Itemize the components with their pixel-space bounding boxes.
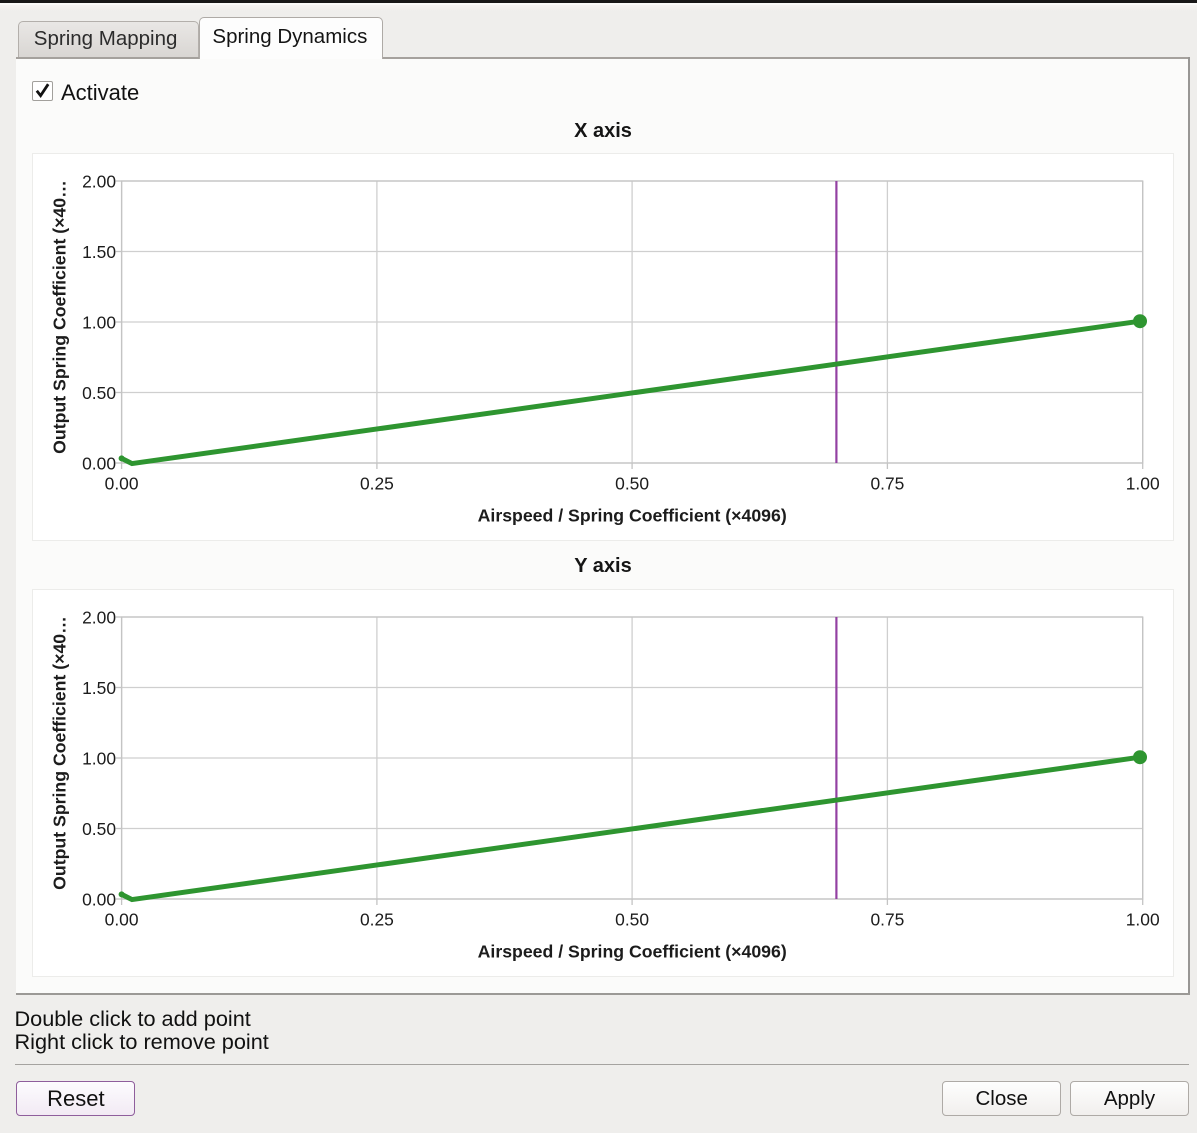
svg-text:0.25: 0.25 [360,909,394,929]
svg-text:1.50: 1.50 [82,678,116,698]
svg-text:1.00: 1.00 [1126,909,1160,929]
svg-text:0.50: 0.50 [82,819,116,839]
svg-text:0.75: 0.75 [871,909,905,929]
svg-text:0.75: 0.75 [871,473,905,493]
svg-text:0.50: 0.50 [615,909,649,929]
svg-text:0.00: 0.00 [82,889,116,909]
svg-text:Output Spring Coefficient (×40: Output Spring Coefficient (×40… [50,616,70,890]
svg-text:0.00: 0.00 [82,453,116,473]
svg-text:0.25: 0.25 [360,473,394,493]
svg-text:0.00: 0.00 [105,473,139,493]
svg-text:0.50: 0.50 [82,383,116,403]
svg-text:2.00: 2.00 [82,171,116,191]
svg-text:0.00: 0.00 [105,909,139,929]
svg-text:1.00: 1.00 [82,748,116,768]
svg-text:1.50: 1.50 [82,242,116,262]
svg-text:0.50: 0.50 [615,473,649,493]
svg-text:Airspeed / Spring Coefficient: Airspeed / Spring Coefficient (×4096) [478,941,787,961]
svg-text:1.00: 1.00 [82,312,116,332]
svg-text:Output Spring Coefficient (×40: Output Spring Coefficient (×40… [50,180,70,454]
svg-text:2.00: 2.00 [82,607,116,627]
svg-text:Airspeed / Spring Coefficient: Airspeed / Spring Coefficient (×4096) [478,505,787,525]
svg-text:1.00: 1.00 [1126,473,1160,493]
